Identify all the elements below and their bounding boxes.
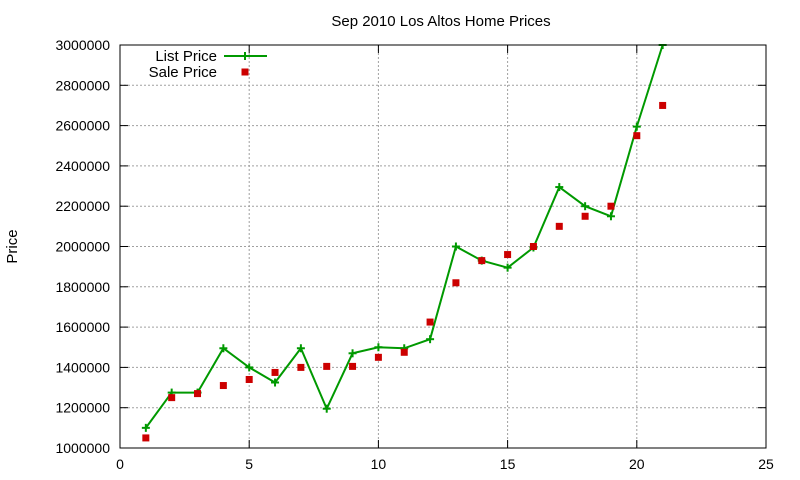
list-price-point <box>271 378 280 387</box>
legend: List Price Sale Price <box>149 48 267 81</box>
sale-price-point <box>400 348 408 356</box>
axis-ticks: 1000000 1200000 1400000 1600000 1800000 20000… <box>55 37 774 472</box>
legend-label-sale-price: Sale Price <box>149 64 217 81</box>
list-price-point <box>581 202 590 211</box>
list-price-point <box>322 404 331 413</box>
grid <box>120 45 766 448</box>
sale-price-point <box>607 202 615 210</box>
sale-price-point <box>529 243 537 250</box>
y-tick-label: 2000000 <box>55 239 110 255</box>
y-axis-title: Price <box>4 229 21 263</box>
y-tick-label: 2200000 <box>55 198 110 214</box>
sale-price-point <box>245 375 253 383</box>
sale-price-point <box>581 212 589 220</box>
sale-price-point <box>504 251 512 259</box>
sale-price-point <box>168 394 176 402</box>
chart-title: Sep 2010 Los Altos Home Prices <box>331 13 550 30</box>
list-price-line <box>145 44 664 429</box>
sale-price-point <box>555 222 563 230</box>
series-layer <box>141 44 667 442</box>
sale-price-point <box>219 382 227 390</box>
y-tick-label: 2600000 <box>55 118 110 134</box>
sale-price-point <box>349 362 357 370</box>
y-tick-label: 1600000 <box>55 319 110 335</box>
y-tick-label: 3000000 <box>55 37 110 53</box>
list-price-point <box>245 363 254 372</box>
sale-price-point <box>323 362 331 370</box>
x-tick-label: 5 <box>245 456 253 472</box>
list-price-point <box>503 263 512 272</box>
sale-price-point <box>659 101 667 109</box>
sale-price-point <box>374 353 382 361</box>
list-price-point <box>451 242 460 251</box>
legend-label-list-price: List Price <box>155 48 217 65</box>
y-tick-label: 1400000 <box>55 359 110 375</box>
list-price-point <box>296 344 305 353</box>
list-price-point <box>555 183 564 192</box>
sale-price-point <box>297 363 305 371</box>
list-price-point <box>219 344 228 353</box>
list-price-point <box>426 335 435 344</box>
y-tick-label: 2400000 <box>55 158 110 174</box>
sale-price-point <box>142 434 150 442</box>
series-sale-price <box>142 101 667 442</box>
sale-price-point <box>271 368 279 376</box>
sale-price-point <box>452 279 460 287</box>
y-tick-label: 1000000 <box>55 440 110 456</box>
legend-swatch-sale-price <box>241 68 249 76</box>
list-price-point <box>632 122 641 131</box>
sale-price-point <box>633 132 641 140</box>
list-price-point <box>606 212 615 221</box>
sale-price-point <box>478 257 486 265</box>
sale-price-point <box>426 318 434 326</box>
x-tick-label: 20 <box>629 456 645 472</box>
x-tick-label: 15 <box>500 456 516 472</box>
list-price-point <box>348 349 357 358</box>
sale-price-point <box>194 390 202 398</box>
x-tick-label: 10 <box>371 456 387 472</box>
list-price-point <box>374 343 383 352</box>
list-price-point <box>141 423 150 432</box>
x-tick-label: 25 <box>758 456 774 472</box>
y-tick-label: 2800000 <box>55 77 110 93</box>
y-tick-label: 1200000 <box>55 400 110 416</box>
legend-swatch-list-price <box>224 52 267 60</box>
x-tick-label: 0 <box>116 456 124 472</box>
series-list-price <box>141 44 667 432</box>
plot-frame <box>119 44 767 449</box>
y-tick-label: 1800000 <box>55 279 110 295</box>
